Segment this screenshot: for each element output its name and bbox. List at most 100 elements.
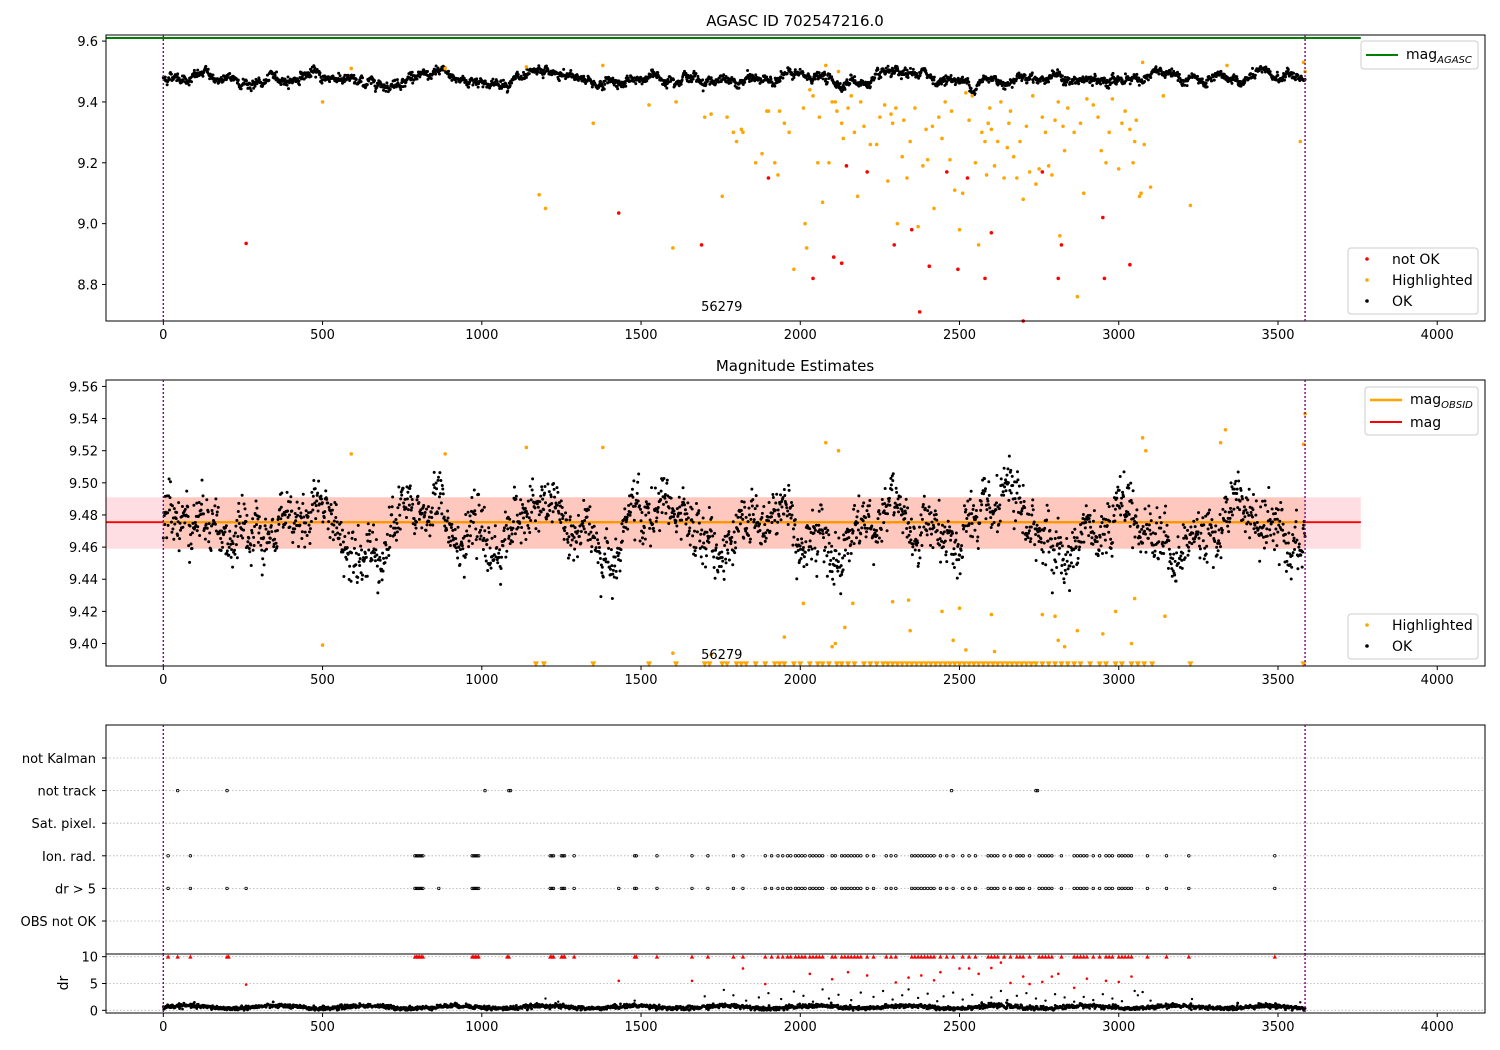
ok-point <box>529 518 533 522</box>
ok-point <box>825 574 829 578</box>
ok-point <box>279 517 283 521</box>
ok-point <box>317 479 321 483</box>
ok-point <box>743 505 747 509</box>
ok-point <box>308 542 312 546</box>
ok-point <box>393 526 397 530</box>
ok-point <box>1220 528 1224 532</box>
ok-point <box>244 520 248 524</box>
ok-point <box>511 526 515 530</box>
ok-point <box>906 506 910 510</box>
ok-point <box>1138 536 1142 540</box>
highlighted-point <box>543 206 548 211</box>
ok-point <box>399 88 403 92</box>
ok-point <box>315 499 319 503</box>
ok-point <box>1143 80 1147 84</box>
ok-point <box>435 487 439 491</box>
ok-point <box>541 497 545 501</box>
ok-point <box>464 512 468 516</box>
ok-point <box>1251 515 1255 519</box>
ok-point <box>1201 516 1205 520</box>
ok-point <box>1076 561 1080 565</box>
ok-point <box>474 527 478 531</box>
ok-point <box>539 510 543 514</box>
ok-point <box>165 536 169 540</box>
ok-point <box>432 470 436 474</box>
ok-point <box>357 553 361 557</box>
ok-point <box>973 528 977 532</box>
ok-point <box>548 509 552 513</box>
ok-point <box>721 538 725 542</box>
ok-point <box>546 482 550 486</box>
ok-point <box>736 529 740 533</box>
ok-point <box>646 506 650 510</box>
ok-point <box>771 496 775 500</box>
ok-point <box>1224 500 1228 504</box>
ok-point <box>983 477 987 481</box>
ok-point <box>542 68 546 72</box>
ok-point <box>1191 531 1195 535</box>
highlighted-point <box>855 194 860 199</box>
ok-point <box>631 495 635 499</box>
ok-point <box>853 75 857 79</box>
ok-point <box>1280 507 1284 511</box>
highlighted-point <box>760 151 764 156</box>
ok-point <box>1241 518 1245 522</box>
ok-point <box>971 507 975 511</box>
ok-point <box>417 517 421 521</box>
ok-point <box>555 503 559 507</box>
ok-point <box>519 74 523 78</box>
ok-point <box>543 485 547 489</box>
ok-point <box>298 523 302 527</box>
ok-point <box>1076 556 1080 560</box>
ok-point <box>566 556 570 560</box>
ok-point <box>715 543 719 547</box>
ok-point <box>813 546 817 550</box>
ok-point <box>313 487 317 491</box>
ok-point <box>478 537 482 541</box>
ok-point <box>363 551 367 555</box>
ok-point <box>1095 535 1099 539</box>
ok-point <box>1090 536 1094 540</box>
ok-point <box>558 518 562 522</box>
ok-point <box>974 509 978 513</box>
ok-point <box>952 547 956 551</box>
ok-point <box>519 498 523 502</box>
ok-point <box>904 497 908 501</box>
ok-point <box>817 71 821 75</box>
ok-point <box>434 481 438 485</box>
ok-point <box>1073 527 1077 531</box>
ok-point <box>672 78 676 82</box>
ok-point <box>648 518 652 522</box>
ok-point <box>172 537 176 541</box>
ok-point <box>192 68 196 72</box>
ok-point <box>1275 544 1279 548</box>
ok-point <box>754 73 758 77</box>
ok-point <box>1163 511 1167 515</box>
ok-point <box>853 79 857 83</box>
ok-point <box>865 530 869 534</box>
ok-point <box>682 497 686 501</box>
ok-point <box>1186 553 1190 557</box>
ok-point <box>876 517 880 521</box>
ok-point <box>967 522 971 526</box>
ok-point <box>957 558 961 562</box>
highlighted-point <box>753 160 758 165</box>
ok-point <box>359 544 363 548</box>
ok-point <box>630 487 634 491</box>
ok-point <box>831 577 835 581</box>
ok-point <box>600 82 604 86</box>
ok-point <box>790 504 794 508</box>
ok-point <box>720 550 724 554</box>
ok-point <box>821 77 825 81</box>
ok-point <box>458 563 462 567</box>
ok-point <box>1059 571 1063 575</box>
ok-point <box>438 492 442 496</box>
ok-point <box>930 520 934 524</box>
ok-point <box>594 546 598 550</box>
ok-point <box>512 485 516 489</box>
ok-point <box>983 487 987 491</box>
ok-point <box>387 553 391 557</box>
ok-point <box>286 509 290 513</box>
ok-point <box>1077 548 1081 552</box>
ok-point <box>736 515 740 519</box>
